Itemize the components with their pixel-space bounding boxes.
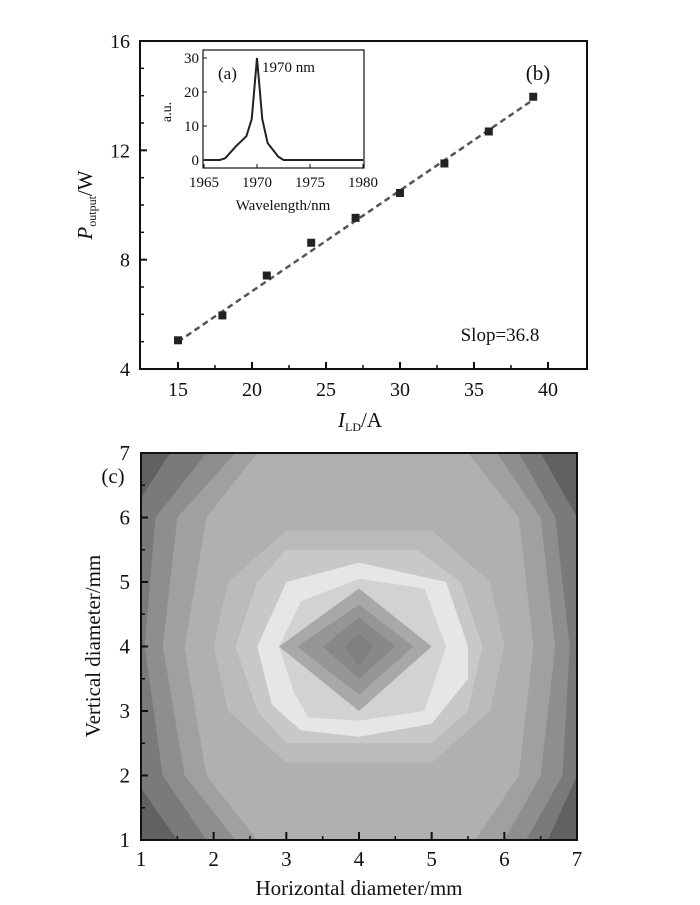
beam-profile-chart: 1 2 3 4 5 6 7 1 2 3 4 5 6 7 (c) Horizontal diameter/m… bbox=[81, 441, 582, 900]
profile-y-tick-label: 1 bbox=[120, 828, 131, 852]
data-point bbox=[484, 127, 493, 136]
profile-x-tick-label: 7 bbox=[572, 847, 583, 871]
panel-label-c: (c) bbox=[101, 464, 124, 488]
x-label-unit: /A bbox=[361, 408, 383, 432]
y-tick-label: 8 bbox=[120, 250, 130, 272]
x-label-sub: LD bbox=[345, 420, 361, 434]
inset-y-tick-label: 30 bbox=[184, 51, 199, 67]
profile-x-tick-label: 4 bbox=[354, 847, 365, 871]
y-label-main: P bbox=[73, 227, 97, 241]
x-tick-label: 20 bbox=[242, 379, 262, 401]
inset-y-label: a.u. bbox=[160, 102, 175, 122]
profile-x-label: Horizontal diameter/mm bbox=[255, 876, 462, 900]
profile-x-tick-label: 1 bbox=[136, 847, 147, 871]
profile-x-tick-label: 2 bbox=[208, 847, 219, 871]
x-tick-label: 30 bbox=[390, 379, 410, 401]
contour-level bbox=[344, 633, 374, 666]
x-tick-label: 35 bbox=[464, 379, 484, 401]
inset-y-tick-label: 0 bbox=[192, 153, 200, 169]
x-axis-label: ILD/A bbox=[337, 408, 383, 434]
y-tick-label: 4 bbox=[120, 359, 130, 381]
spectrum-inset: 1965 1970 1975 1980 0 10 20 30 (a) 1970 nm Wave… bbox=[160, 49, 378, 214]
x-tick-label: 25 bbox=[316, 379, 336, 401]
inset-x-tick-label: 1980 bbox=[348, 175, 378, 191]
y-tick-label: 16 bbox=[110, 31, 130, 53]
inset-y-tick-label: 10 bbox=[184, 119, 199, 135]
profile-y-tick-label: 2 bbox=[120, 764, 131, 788]
profile-x-tick-label: 5 bbox=[426, 847, 437, 871]
profile-y-label: Vertical diameter/mm bbox=[81, 555, 105, 738]
profile-y-tick-label: 3 bbox=[120, 699, 131, 723]
power-chart: 15 20 25 30 35 40 4 8 12 16 (b) Slop=36.8 ILD/A P… bbox=[73, 31, 588, 434]
inset-x-tick-label: 1970 bbox=[242, 175, 272, 191]
spectrum-line bbox=[204, 57, 363, 161]
panel-label-a: (a) bbox=[218, 64, 237, 83]
x-label-main: I bbox=[337, 408, 346, 432]
data-point bbox=[218, 311, 227, 320]
profile-y-tick-label: 5 bbox=[120, 570, 131, 594]
profile-y-tick-label: 6 bbox=[120, 506, 131, 530]
inset-frame bbox=[202, 49, 365, 169]
y-label-sub: output bbox=[85, 195, 99, 226]
profile-y-tick-label: 4 bbox=[120, 635, 131, 659]
x-tick-label: 15 bbox=[168, 379, 188, 401]
inset-x-label: Wavelength/nm bbox=[236, 198, 331, 214]
peak-annotation: 1970 nm bbox=[262, 60, 315, 76]
data-point bbox=[262, 271, 271, 280]
data-point bbox=[529, 92, 538, 101]
slope-annotation: Slop=36.8 bbox=[461, 325, 540, 346]
data-point bbox=[307, 238, 316, 247]
x-tick-label: 40 bbox=[538, 379, 558, 401]
profile-y-tick-label: 7 bbox=[120, 441, 131, 465]
data-point bbox=[351, 213, 360, 222]
data-point bbox=[174, 336, 182, 345]
y-tick-label: 12 bbox=[110, 140, 130, 162]
data-point bbox=[440, 159, 449, 168]
y-axis-label: Poutput/W bbox=[73, 170, 99, 240]
inset-y-tick-label: 20 bbox=[184, 85, 199, 101]
y-label-unit: /W bbox=[73, 170, 97, 196]
inset-x-tick-label: 1975 bbox=[295, 175, 325, 191]
inset-x-tick-label: 1965 bbox=[189, 175, 219, 191]
data-point bbox=[396, 188, 404, 197]
profile-x-tick-label: 3 bbox=[281, 847, 292, 871]
panel-label-b: (b) bbox=[526, 61, 551, 85]
profile-x-tick-label: 6 bbox=[499, 847, 510, 871]
